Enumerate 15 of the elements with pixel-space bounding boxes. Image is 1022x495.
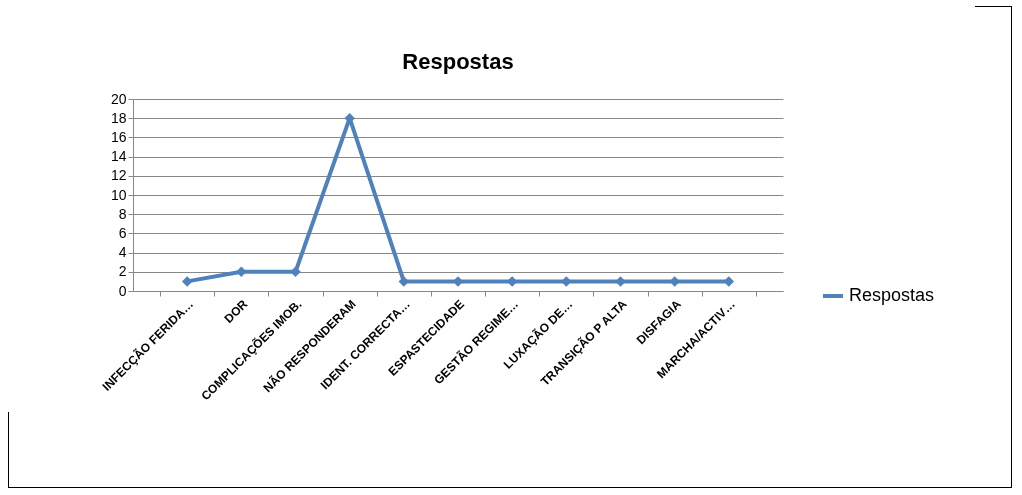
y-tick-label: 20	[110, 90, 127, 107]
legend-label: Respostas	[849, 285, 935, 305]
y-tick-label: 2	[118, 263, 127, 280]
y-tick-label: 18	[110, 109, 127, 126]
y-tick-label: 0	[118, 282, 127, 299]
y-tick-label: 8	[118, 205, 127, 222]
y-tick-label: 6	[118, 224, 127, 241]
y-tick-label: 10	[110, 186, 127, 203]
chart-title: Respostas	[402, 49, 514, 74]
point	[181, 276, 193, 287]
y-tick-label: 16	[110, 128, 127, 145]
point	[290, 266, 301, 278]
y-tick-label: 4	[118, 244, 127, 261]
y-tick-label: 14	[110, 148, 127, 165]
y-tick-label: 12	[110, 167, 127, 184]
